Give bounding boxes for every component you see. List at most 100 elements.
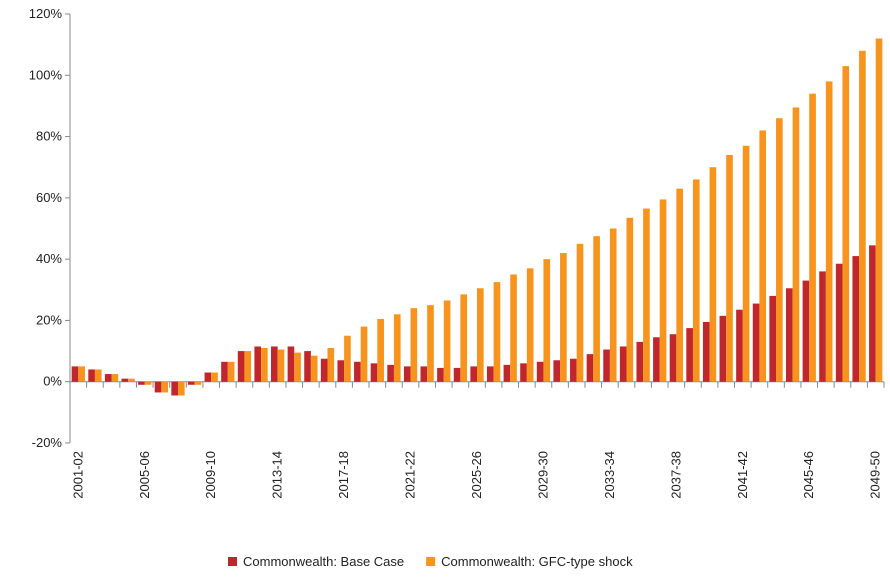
legend-swatch (228, 557, 237, 566)
y-tick-label: 120% (29, 6, 63, 21)
bar (154, 381, 162, 393)
bar (835, 263, 843, 382)
bar (237, 351, 245, 382)
bar (819, 271, 826, 382)
bar (825, 81, 833, 382)
x-tick-label: 2009-10 (203, 451, 218, 499)
y-tick-label: 0% (43, 374, 62, 389)
x-tick-label: 2021-22 (403, 451, 418, 499)
x-tick-label: 2001-02 (70, 451, 85, 499)
bar (78, 366, 85, 382)
x-tick-label: 2017-18 (336, 451, 351, 499)
bar (802, 280, 810, 382)
bar (410, 308, 418, 382)
bar (852, 256, 860, 382)
bar (842, 66, 850, 382)
bar (536, 361, 544, 382)
bar (869, 245, 876, 382)
bar (493, 282, 501, 382)
bar (776, 118, 783, 382)
bar (310, 355, 318, 382)
y-tick-label: 100% (29, 67, 63, 82)
bar (719, 315, 727, 382)
bar (752, 303, 760, 382)
bar (171, 381, 178, 396)
bar (669, 334, 677, 382)
x-tick-label: 2025-26 (469, 451, 484, 499)
bar (736, 309, 743, 382)
bar (71, 366, 79, 382)
bar (785, 288, 793, 382)
bar (503, 364, 511, 382)
bar (443, 300, 451, 382)
bar (337, 360, 345, 382)
bar (619, 346, 627, 382)
bar (144, 381, 152, 385)
bar (94, 369, 102, 382)
bar (460, 294, 468, 382)
x-tick-label: 2037-38 (668, 451, 683, 499)
bar (560, 253, 567, 382)
bar (177, 381, 185, 396)
legend-label: Commonwealth: GFC-type shock (441, 554, 633, 569)
bar (593, 236, 600, 382)
bar (570, 358, 577, 382)
bar (636, 341, 644, 382)
bar (128, 378, 135, 382)
bar (686, 328, 693, 382)
bar (88, 369, 95, 382)
x-tick-label: 2005-06 (137, 451, 152, 499)
bar (510, 274, 517, 382)
bar (809, 93, 816, 382)
bar (586, 354, 594, 382)
legend-swatch (426, 557, 436, 566)
bar (643, 208, 650, 382)
bar (360, 326, 368, 382)
bar (277, 349, 285, 382)
y-tick-label: -20% (32, 435, 63, 450)
x-tick-label: 2013-14 (270, 451, 285, 499)
bar (626, 217, 634, 382)
bar (420, 366, 428, 382)
bar (520, 363, 527, 382)
bar (111, 374, 119, 382)
bar (543, 259, 551, 382)
bar (603, 349, 610, 382)
x-tick-label: 2033-34 (602, 451, 617, 499)
bar (859, 50, 866, 382)
y-tick-label: 60% (36, 190, 62, 205)
bar (726, 154, 733, 382)
y-tick-label: 80% (36, 129, 62, 144)
bar (609, 228, 617, 382)
x-tick-label: 2049-50 (868, 451, 883, 499)
legend-label: Commonwealth: Base Case (243, 554, 404, 569)
bar (370, 363, 378, 382)
x-tick-label: 2041-42 (735, 451, 750, 499)
bar (692, 179, 700, 382)
x-tick-label: 2029-30 (535, 451, 550, 499)
bar (742, 145, 750, 382)
bar (261, 348, 268, 382)
bar (387, 364, 394, 382)
bar (676, 188, 683, 382)
bar (702, 321, 710, 382)
bar (427, 305, 434, 382)
bar (477, 288, 484, 382)
bar (287, 346, 295, 382)
bar (304, 351, 311, 382)
bar (377, 318, 384, 382)
x-tick-label: 2045-46 (801, 451, 816, 499)
bar (194, 381, 202, 385)
y-tick-label: 20% (36, 312, 62, 327)
bar (470, 366, 477, 382)
bar (227, 361, 235, 382)
bar (659, 199, 667, 382)
bar (792, 107, 800, 382)
bar (244, 351, 252, 382)
bar (294, 352, 301, 382)
bar (759, 130, 767, 382)
bar (271, 346, 278, 382)
bar (161, 381, 169, 393)
bar (486, 366, 494, 382)
